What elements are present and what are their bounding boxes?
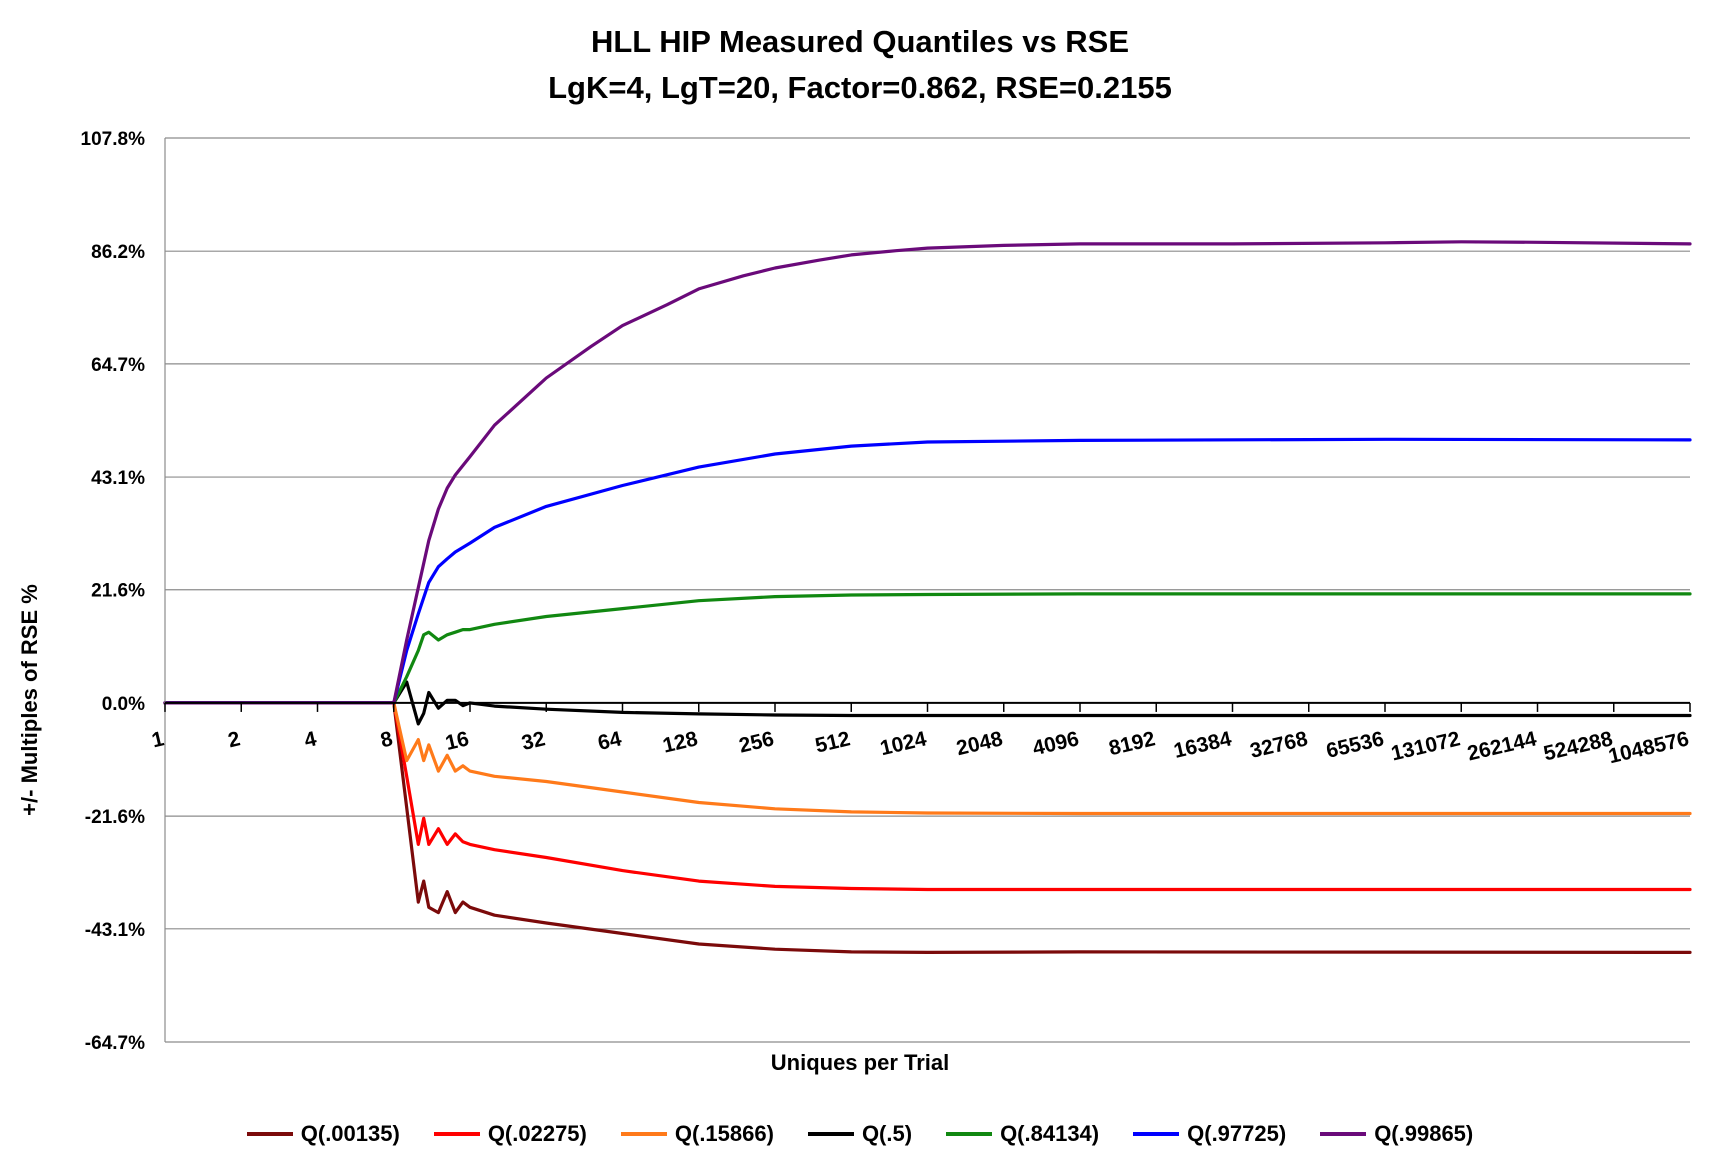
legend-swatch — [246, 1132, 293, 1136]
legend-swatch — [946, 1132, 993, 1136]
x-tick-label: 2 — [226, 727, 243, 752]
x-tick-label: 4096 — [1030, 727, 1081, 760]
x-tick-label: 131072 — [1389, 727, 1462, 765]
legend-swatch — [620, 1132, 667, 1136]
y-tick-label: 86.2% — [91, 242, 145, 263]
legend-item: Q(.02275) — [433, 1121, 587, 1147]
y-tick-label: 107.8% — [81, 129, 146, 150]
legend-item: Q(.99865) — [1320, 1121, 1473, 1147]
legend-item: Q(.84134) — [946, 1121, 1099, 1147]
y-tick-label: 0.0% — [102, 694, 145, 715]
series-line-4 — [163, 592, 1692, 705]
x-tick-label: 262144 — [1465, 727, 1539, 765]
x-tick-label: 1024 — [878, 727, 929, 760]
x-axis-title: Uniques per Trial — [770, 1050, 950, 1075]
y-tick-label: -43.1% — [85, 920, 145, 941]
legend-label: Q(.02275) — [487, 1121, 587, 1146]
legend-label: Q(.5) — [861, 1121, 913, 1146]
y-tick-label: -64.7% — [85, 1033, 145, 1054]
x-tick-label: 524288 — [1541, 727, 1615, 765]
legend-item: Q(.97725) — [1133, 1121, 1286, 1147]
x-tick-label: 16 — [443, 727, 471, 755]
legend-swatch — [433, 1132, 480, 1136]
legend-item: Q(.5) — [807, 1121, 913, 1147]
x-tick-label: 64 — [596, 727, 624, 755]
x-tick-label: 1 — [150, 727, 167, 752]
series-line-2 — [163, 701, 1692, 816]
legend-swatch — [1133, 1132, 1180, 1136]
x-tick-label: 128 — [661, 727, 701, 757]
series-line-5 — [163, 437, 1692, 705]
y-tick-label: -21.6% — [85, 807, 145, 828]
chart-title: HLL HIP Measured Quantiles vs RSE — [590, 24, 1130, 59]
legend: Q(.00135) Q(.02275) Q(.15866) Q(.5) Q(.84134… — [0, 1117, 1720, 1151]
x-tick-label: 1048576 — [1606, 727, 1691, 768]
y-tick-label: 43.1% — [91, 468, 145, 489]
series-line-6 — [163, 240, 1692, 705]
legend-item: Q(.15866) — [620, 1121, 774, 1147]
legend-swatch — [1320, 1132, 1367, 1136]
legend-swatch — [807, 1132, 854, 1136]
legend-label: Q(.99865) — [1374, 1121, 1474, 1146]
x-tick-label: 65536 — [1324, 727, 1386, 763]
x-tick-label: 512 — [813, 727, 852, 757]
legend-label: Q(.84134) — [1000, 1121, 1100, 1146]
y-tick-label: 64.7% — [91, 355, 145, 376]
series-line-0 — [163, 701, 1692, 955]
legend-item: Q(.00135) — [246, 1121, 400, 1147]
legend-label: Q(.00135) — [300, 1121, 400, 1146]
y-axis-title: +/- Multiples of RSE % — [17, 584, 42, 816]
x-tick-label: 2048 — [954, 727, 1005, 760]
x-tick-label: 16384 — [1172, 727, 1234, 763]
x-tick-label: 32 — [519, 727, 547, 755]
x-tick-label: 8 — [378, 727, 395, 752]
chart-subtitle: LgK=4, LgT=20, Factor=0.862, RSE=0.2155 — [548, 70, 1172, 105]
x-tick-label: 32768 — [1248, 727, 1310, 763]
x-tick-label: 4 — [302, 727, 319, 752]
y-tick-label: 21.6% — [91, 581, 145, 602]
legend-label: Q(.97725) — [1187, 1121, 1287, 1146]
legend-label: Q(.15866) — [674, 1121, 774, 1146]
x-tick-label: 256 — [737, 727, 776, 757]
series-line-3 — [163, 680, 1692, 726]
x-tick-label: 8192 — [1107, 727, 1158, 760]
series-line-1 — [163, 701, 1692, 892]
